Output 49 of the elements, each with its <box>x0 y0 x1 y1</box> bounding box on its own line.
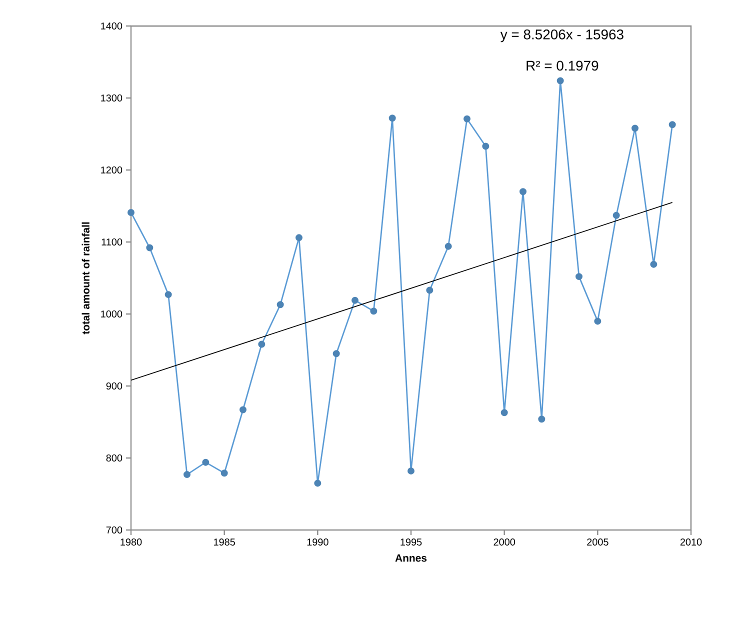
point <box>594 318 602 325</box>
point <box>146 244 154 252</box>
x-tick-label: 1990 <box>307 538 328 546</box>
point <box>184 471 190 478</box>
point <box>202 458 210 466</box>
point <box>576 273 583 280</box>
point <box>612 212 620 219</box>
point <box>128 208 134 216</box>
point <box>408 467 415 474</box>
point <box>556 77 564 84</box>
point <box>352 296 359 304</box>
y-tick-label: 1300 <box>101 94 122 102</box>
point <box>276 301 284 308</box>
point <box>296 234 302 242</box>
point <box>314 480 322 487</box>
x-tick-label: 2000 <box>494 538 516 546</box>
point <box>240 406 246 414</box>
y-tick-label: 1200 <box>101 166 122 174</box>
point <box>332 350 340 358</box>
point <box>426 286 434 294</box>
annotation: y = 8.5206x - 15963 <box>500 30 624 42</box>
point <box>464 115 471 122</box>
point <box>444 242 452 250</box>
x-axis-title: Annes <box>395 554 427 562</box>
y-tick-label: 1000 <box>101 310 122 318</box>
point <box>370 308 378 315</box>
y-tick-label: 800 <box>106 454 122 462</box>
point <box>520 188 527 196</box>
point <box>668 121 676 128</box>
point <box>650 260 658 268</box>
point <box>220 470 228 477</box>
y-tick-label: 1400 <box>101 22 122 30</box>
y-tick-label: 900 <box>106 382 122 390</box>
point <box>482 142 490 150</box>
y-tick-label: 700 <box>106 526 122 534</box>
x-tick-label: 2005 <box>587 538 608 546</box>
point <box>500 409 508 416</box>
x-tick-label: 1985 <box>214 538 235 546</box>
annotation: R² = 0.1979 <box>526 60 598 71</box>
x-tick-label: 2010 <box>680 538 702 546</box>
point <box>164 291 172 298</box>
point <box>632 124 639 132</box>
y-tick-label: 1100 <box>102 238 122 246</box>
point <box>388 114 396 122</box>
y-axis-title: total amount of rainfall <box>82 222 90 334</box>
x-tick-label: 1980 <box>120 538 142 546</box>
x-tick-label: 1995 <box>400 538 422 546</box>
point <box>258 340 266 348</box>
point <box>538 416 546 423</box>
